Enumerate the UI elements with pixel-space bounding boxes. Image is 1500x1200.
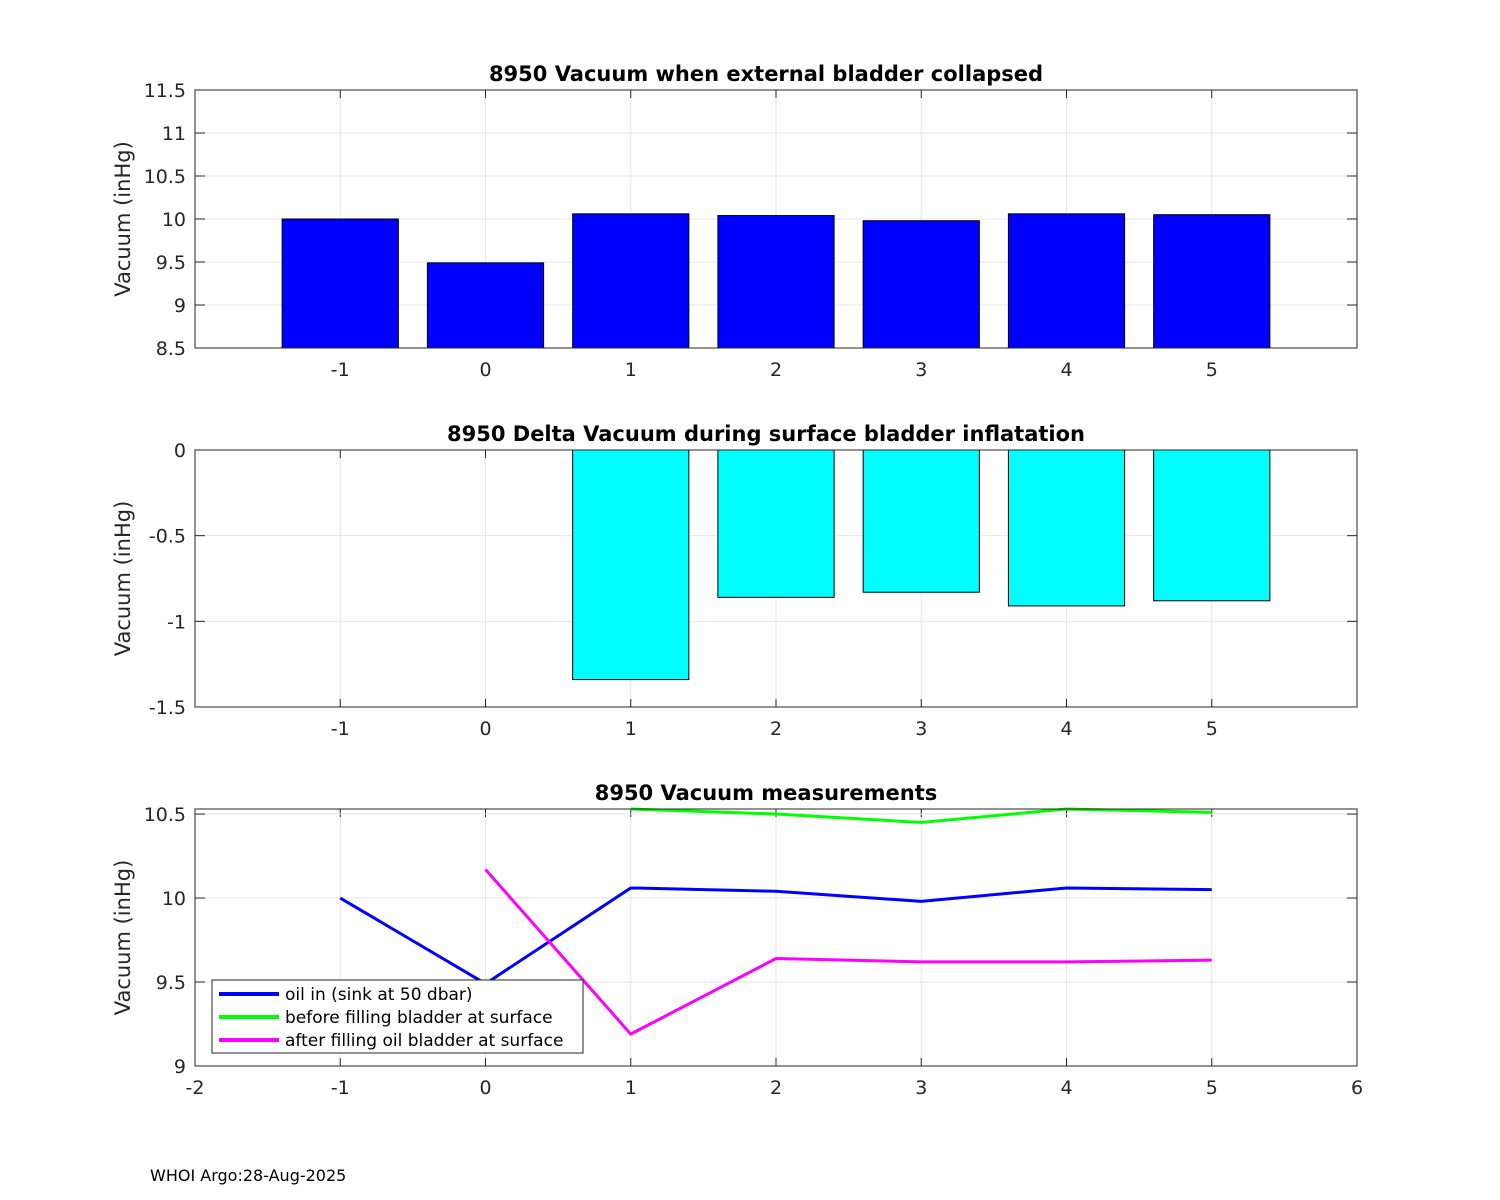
bar-x3 — [862, 220, 980, 349]
y-tick-label: -0.5 — [149, 526, 186, 548]
x-tick-label: 5 — [1206, 718, 1218, 740]
bar-x5 — [1153, 214, 1271, 349]
y-tick-label: 8.5 — [156, 338, 186, 360]
x-tick-label: -1 — [331, 359, 350, 381]
x-tick-label: 4 — [1060, 718, 1072, 740]
y-axis-label: Vacuum (inHg) — [111, 860, 135, 1016]
y-tick-label: 11 — [162, 123, 186, 145]
y-tick-label: 9.5 — [156, 252, 186, 274]
series-line-3 — [484, 868, 1212, 1036]
axes-frame — [194, 449, 1358, 708]
y-tick-label: 0 — [174, 440, 186, 462]
y-tick-label: 10 — [162, 888, 186, 910]
y-tick-label: 10.5 — [144, 804, 186, 826]
y-axis-label: Vacuum (inHg) — [111, 501, 135, 657]
y-tick-label: 9.5 — [156, 972, 186, 994]
x-tick-label: 1 — [625, 359, 637, 381]
x-tick-label: 5 — [1206, 1077, 1218, 1099]
bar-x-1 — [281, 218, 399, 349]
bar-x3 — [862, 449, 980, 593]
legend-label-3: after filling oil bladder at surface — [285, 1031, 563, 1051]
x-tick-label: 2 — [770, 359, 782, 381]
axes-frame — [194, 808, 1358, 1067]
x-tick-label: 2 — [770, 718, 782, 740]
chart-title: 8950 Delta Vacuum during surface bladder… — [447, 422, 1085, 446]
bar-x1 — [572, 449, 690, 681]
bar-x2 — [717, 215, 835, 349]
bar-x0 — [426, 262, 545, 349]
bar-x4 — [1007, 449, 1126, 607]
axes-frame — [194, 89, 1358, 349]
chart-title: 8950 Vacuum when external bladder collap… — [489, 62, 1043, 86]
x-tick-label: 6 — [1351, 1077, 1363, 1099]
x-tick-label: 4 — [1060, 359, 1072, 381]
legend-label-1: oil in (sink at 50 dbar) — [285, 985, 473, 1005]
x-tick-label: 0 — [479, 718, 491, 740]
x-tick-label: 0 — [479, 1077, 491, 1099]
x-tick-label: 5 — [1206, 359, 1218, 381]
chart-title: 8950 Vacuum measurements — [595, 781, 938, 805]
y-tick-label: 9 — [174, 295, 186, 317]
chart-panel-2: -1 0 1 2 3 4 5 -1.5 -1 -0.5 0 8950 Delta Vacuum dur… — [111, 422, 1358, 740]
x-tick-label: 1 — [625, 718, 637, 740]
x-tick-label: -1 — [331, 1077, 350, 1099]
x-tick-label: 3 — [915, 1077, 927, 1099]
y-tick-label: -1.5 — [149, 697, 186, 719]
y-tick-label: 10 — [162, 209, 186, 231]
x-tick-label: 1 — [625, 1077, 637, 1099]
y-tick-label: 9 — [174, 1056, 186, 1078]
series-line-2 — [630, 807, 1212, 824]
y-axis-label: Vacuum (inHg) — [111, 141, 135, 297]
y-tick-label: -1 — [167, 611, 186, 633]
x-tick-label: 3 — [915, 359, 927, 381]
legend-label-2: before filling bladder at surface — [285, 1008, 553, 1028]
footer-timestamp: WHOI Argo:28-Aug-2025 — [150, 1166, 347, 1185]
bar-x5 — [1153, 449, 1271, 602]
x-tick-label: 2 — [770, 1077, 782, 1099]
bar-x1 — [572, 213, 690, 349]
bar-x2 — [717, 449, 835, 598]
x-tick-label: -1 — [331, 718, 350, 740]
chart-panel-1: -1 0 1 2 3 4 5 8.5 9 9.5 10 10.5 11 11.5 8950 Vacuum w… — [111, 62, 1358, 381]
legend: oil in (sink at 50 dbar) before filling b… — [211, 979, 584, 1054]
y-tick-label: 11.5 — [144, 80, 186, 102]
x-tick-label: -2 — [186, 1077, 205, 1099]
y-tick-label: 10.5 — [144, 166, 186, 188]
x-tick-label: 4 — [1060, 1077, 1072, 1099]
chart-panel-3: -2 -1 0 1 2 3 4 5 6 9 9.5 10 10.5 oil in (sink at 50 … — [111, 781, 1363, 1099]
x-tick-label: 3 — [915, 718, 927, 740]
bar-x4 — [1007, 213, 1126, 349]
x-tick-label: 0 — [479, 359, 491, 381]
